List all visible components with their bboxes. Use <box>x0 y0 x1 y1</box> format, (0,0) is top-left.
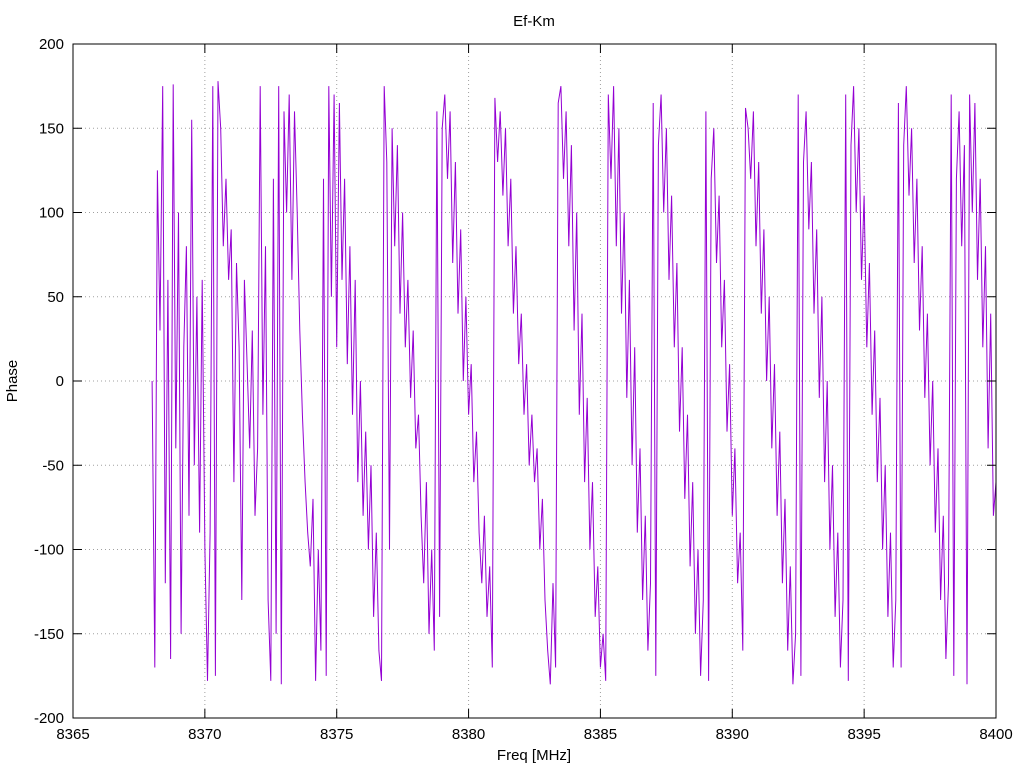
x-tick-label: 8375 <box>320 726 353 743</box>
y-tick-label: 0 <box>56 373 64 390</box>
phase-series-line <box>151 81 997 685</box>
y-tick-label: 50 <box>47 289 64 306</box>
y-tick-label: 150 <box>39 120 64 137</box>
y-tick-label: 100 <box>39 205 64 222</box>
y-tick-label: -50 <box>42 457 64 474</box>
data-series <box>151 81 997 685</box>
y-tick-label: 200 <box>39 36 64 53</box>
y-tick-label: -200 <box>34 710 64 727</box>
y-tick-label: -100 <box>34 542 64 559</box>
y-axis-title: Phase <box>4 360 21 403</box>
axis-ticks: -200 -150 -100 -50 0 50 100 150 200 8365 8370 8375 8… <box>34 36 1013 743</box>
x-tick-label: 8395 <box>847 726 880 743</box>
y-tick-label: -150 <box>34 626 64 643</box>
x-tick-label: 8400 <box>979 726 1012 743</box>
x-tick-label: 8385 <box>584 726 617 743</box>
x-tick-label: 8365 <box>56 726 89 743</box>
x-tick-label: 8380 <box>452 726 485 743</box>
grid-lines <box>73 44 996 718</box>
x-tick-label: 8390 <box>716 726 749 743</box>
x-axis-title: Freq [MHz] <box>497 747 571 764</box>
chart-title: Ef-Km <box>513 13 555 30</box>
x-tick-label: 8370 <box>188 726 221 743</box>
